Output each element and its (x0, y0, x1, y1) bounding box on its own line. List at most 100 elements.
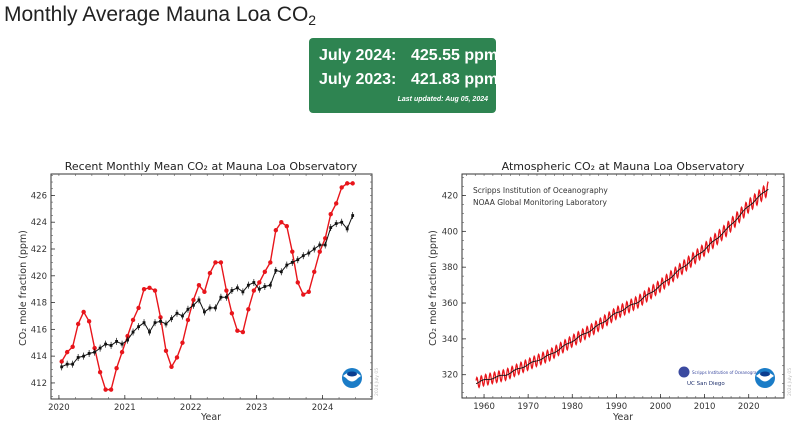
seasonal-corrected-point (120, 342, 124, 346)
monthly-mean-point (92, 345, 97, 351)
seasonal-corrected-point (131, 330, 135, 334)
monthly-mean-point (196, 282, 202, 288)
x-tick-label: 1960 (473, 402, 495, 412)
seasonal-corrected-point (230, 289, 234, 292)
seasonal-corrected-point (137, 325, 140, 329)
x-tick-label: 1980 (561, 402, 583, 412)
seasonal-corrected-point (60, 365, 64, 369)
seasonal-corrected-point (334, 222, 338, 225)
monthly-mean-point (339, 185, 344, 190)
seasonal-corrected-point (115, 340, 118, 343)
x-tick-label: 2021 (114, 403, 136, 413)
ucsd-logo-text: UC San Diego (687, 381, 725, 387)
badge-row-current: July 2024: 425.55 ppm (319, 47, 498, 65)
y-tick-label: 426 (31, 191, 47, 201)
monthly-mean-point (290, 249, 295, 254)
scripps-logo-text: Scripps Institution of Oceanography (692, 370, 765, 375)
last-updated-text: Last updated: Aug 05, 2024 (397, 96, 488, 103)
monthly-mean-point (323, 236, 328, 241)
monthly-mean-point (229, 311, 235, 316)
y-tick-label: 414 (31, 352, 47, 362)
plot-frame (50, 173, 373, 400)
recent-co2-chart: Recent Monthly Mean CO₂ at Mauna Loa Obs… (18, 160, 380, 423)
noaa-logo (755, 368, 775, 388)
seasonal-corrected-point (219, 295, 223, 299)
x-axis-label: Year (612, 412, 633, 423)
y-tick-label: 320 (442, 371, 458, 381)
seasonal-corrected-point (87, 352, 91, 355)
watermark-text: 2024 July 05 (374, 368, 380, 396)
y-tick-label: 380 (442, 263, 458, 273)
seasonal-corrected-point (340, 220, 344, 224)
badge-row-previous: July 2023: 421.83 ppm (319, 71, 498, 89)
monthly-mean-point (350, 181, 355, 186)
watermark-text: 2024 July 05 (787, 368, 793, 396)
monthly-mean-point (202, 289, 207, 295)
y-tick-label: 416 (31, 325, 47, 335)
seasonal-corrected-point (203, 310, 206, 314)
y-tick-label: 400 (442, 227, 458, 237)
monthly-mean-point (119, 349, 125, 355)
seasonal-corrected-point (235, 286, 239, 290)
monthly-mean-point (125, 333, 130, 339)
monthly-mean-point (174, 355, 180, 360)
monthly-mean-point (268, 260, 273, 265)
annotation-noaa: NOAA Global Monitoring Laboratory (473, 198, 607, 207)
monthly-mean-point (257, 280, 262, 285)
x-tick-label: 2020 (738, 402, 760, 412)
chart-title: Recent Monthly Mean CO₂ at Mauna Loa Obs… (65, 160, 358, 173)
monthly-mean-point (108, 387, 114, 392)
seasonal-corrected-point (214, 306, 217, 310)
monthly-mean-point (284, 224, 289, 229)
plot-frame (461, 173, 785, 399)
y-tick-label: 424 (31, 218, 47, 228)
monthly-mean-point (235, 328, 240, 333)
monthly-mean-point (81, 309, 86, 315)
seasonal-corrected-point (323, 243, 327, 247)
y-tick-label: 420 (442, 192, 458, 202)
seasonal-corrected-point (224, 295, 228, 299)
monthly-mean-point (158, 315, 163, 320)
monthly-mean-point (246, 307, 251, 312)
seasonal-corrected-line (475, 188, 769, 385)
monthly-mean-point (328, 211, 333, 217)
seasonal-corrected-point (181, 314, 184, 318)
seasonal-corrected-point (290, 260, 294, 264)
seasonal-corrected-point (285, 263, 289, 267)
monthly-mean-point (218, 260, 224, 265)
seasonal-corrected-point (274, 269, 278, 272)
longterm-co2-chart: Atmospheric CO₂ at Mauna Loa Observatory… (428, 160, 793, 423)
seasonal-corrected-point (126, 338, 129, 342)
seasonal-corrected-point (98, 346, 102, 350)
badge-value-previous: 421.83 ppm (411, 71, 499, 88)
monthly-mean-point (262, 269, 268, 274)
seasonal-corrected-point (351, 214, 355, 217)
monthly-mean-line (475, 180, 769, 389)
badge-label-previous: July 2023: (319, 71, 397, 88)
x-tick-label: 2000 (650, 402, 672, 412)
seasonal-corrected-point (109, 344, 113, 347)
seasonal-corrected-point (104, 342, 108, 346)
seasonal-corrected-point (329, 226, 333, 229)
seasonal-corrected-point (148, 330, 151, 334)
seasonal-corrected-point (345, 227, 349, 231)
y-tick-label: 420 (31, 272, 47, 282)
scripps-logo: Scripps Institution of Oceanography UC S… (678, 366, 765, 387)
monthly-mean-point (103, 387, 108, 392)
monthly-mean-point (213, 260, 218, 265)
chart-title: Atmospheric CO₂ at Mauna Loa Observatory (502, 160, 745, 173)
monthly-mean-point (97, 370, 103, 375)
y-tick-label: 340 (442, 335, 458, 345)
monthly-mean-point (312, 269, 317, 274)
seasonal-corrected-point (197, 298, 201, 302)
monthly-mean-point (130, 317, 136, 323)
seasonal-corrected-point (93, 350, 97, 354)
monthly-mean-point (224, 288, 229, 293)
y-tick-label: 412 (31, 379, 47, 389)
y-tick-label: 422 (31, 245, 47, 255)
x-tick-label: 2023 (246, 403, 268, 413)
x-tick-label: 1970 (517, 402, 539, 412)
y-tick-label: 360 (442, 299, 458, 309)
seasonal-corrected-point (170, 317, 173, 321)
y-axis-label: CO₂ mole fraction (ppm) (428, 230, 439, 346)
